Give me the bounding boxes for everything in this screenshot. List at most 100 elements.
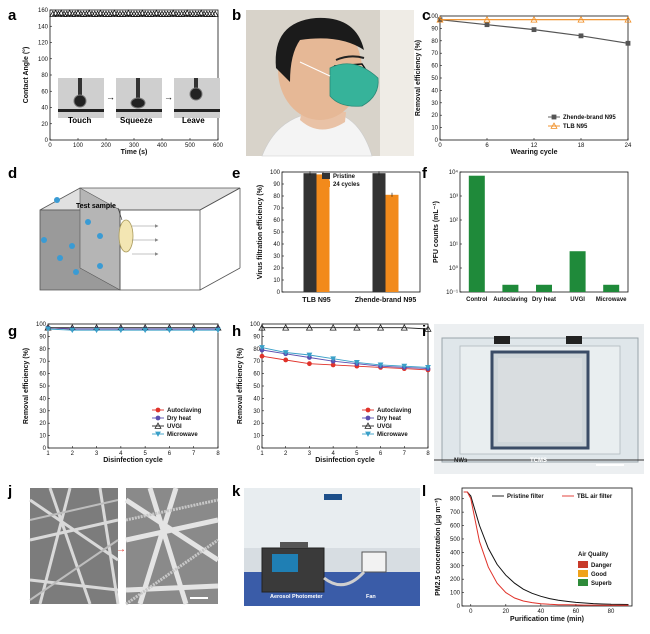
y-tick-label: 0 bbox=[257, 446, 261, 452]
category-label: UVGI bbox=[570, 297, 585, 303]
y-tick-label: 90 bbox=[253, 334, 260, 340]
plot-frame bbox=[261, 323, 429, 449]
y-tick-label: 30 bbox=[39, 409, 46, 415]
y-tick-label: 80 bbox=[41, 73, 48, 79]
y-tick-label: 10 bbox=[431, 126, 438, 132]
y-tick-label: 200 bbox=[450, 577, 461, 583]
data-point bbox=[531, 27, 537, 33]
y-tick-label: 10 bbox=[39, 434, 46, 440]
data-point bbox=[353, 360, 360, 366]
legend-label: Zhende-brand N95 bbox=[563, 115, 616, 121]
x-tick-label: 5 bbox=[355, 451, 359, 457]
aerosol-photometer-label: Aerosol Photometer bbox=[270, 594, 323, 600]
data-point bbox=[353, 323, 361, 331]
legend-label: UVGI bbox=[377, 424, 392, 430]
inset-touch-label: Touch bbox=[68, 116, 92, 125]
legend-marker bbox=[550, 122, 558, 129]
y-tick-label: 100 bbox=[428, 14, 439, 20]
x-tick-label: 200 bbox=[101, 143, 112, 149]
x-tick-label: 0 bbox=[438, 143, 442, 149]
y-tick-label: 70 bbox=[39, 359, 46, 365]
data-point bbox=[400, 323, 408, 331]
y-tick-label: 70 bbox=[431, 51, 438, 57]
data-point bbox=[401, 363, 408, 370]
data-point bbox=[82, 10, 90, 17]
bar bbox=[468, 175, 485, 292]
y-tick-label: 500 bbox=[450, 537, 461, 543]
inset-squeeze-label: Squeeze bbox=[120, 116, 153, 125]
x-tick-label: 8 bbox=[216, 451, 220, 457]
nws-label: NWs bbox=[454, 458, 468, 464]
y-tick-label: 10² bbox=[449, 218, 458, 224]
series-line-dry-heat bbox=[261, 349, 429, 370]
mask-shape bbox=[329, 63, 379, 107]
panel-label-g: g bbox=[8, 323, 17, 340]
category-label: Control bbox=[466, 297, 488, 303]
y-tick-label: 40 bbox=[41, 106, 48, 112]
chart-a-contact-angle: 0 20 40 60 80 100 120 140 160 0 100 200 300 400 500 600… bbox=[22, 8, 224, 156]
photo-mask-wearer bbox=[246, 10, 414, 157]
legend-label: Autoclaving bbox=[377, 408, 412, 414]
data-point bbox=[94, 10, 102, 17]
data-point bbox=[54, 10, 62, 17]
data-point bbox=[190, 327, 197, 334]
panel-label-f: f bbox=[422, 165, 428, 182]
y-tick-label: 300 bbox=[450, 564, 461, 570]
y-tick-label: 100 bbox=[36, 322, 47, 328]
y-tick-label: 120 bbox=[38, 41, 49, 47]
data-point bbox=[282, 350, 289, 356]
x-tick-label: 24 bbox=[625, 143, 632, 149]
photo-test-chamber: Aerosol Photometer Fan bbox=[244, 488, 420, 606]
chart-g-disinfection: 0 10 20 30 40 50 60 70 80 90 100 1 2 3 4 5 6 7 8 Disinfecti… bbox=[23, 322, 222, 464]
series-line-tbl-air-filter bbox=[463, 491, 629, 606]
x-tick-label: 6 bbox=[168, 451, 172, 457]
series-line-autoclaving bbox=[261, 355, 429, 371]
data-point bbox=[530, 15, 538, 23]
x-tick-label: 2 bbox=[71, 451, 75, 457]
legend-marker bbox=[155, 407, 161, 413]
data-point bbox=[258, 323, 266, 331]
data-point bbox=[625, 40, 631, 46]
y-tick-label: 30 bbox=[253, 409, 260, 415]
data-point bbox=[136, 10, 144, 17]
plot-frame bbox=[439, 15, 629, 141]
panel-label-j: j bbox=[7, 483, 12, 500]
legend-marker bbox=[365, 431, 371, 437]
test-sample-disc bbox=[118, 219, 134, 253]
data-point bbox=[305, 323, 314, 331]
y-tick-label: 80 bbox=[39, 347, 46, 353]
data-point bbox=[377, 362, 384, 368]
x-tick-label: 600 bbox=[213, 143, 224, 149]
y-tick-label: 50 bbox=[431, 76, 438, 82]
contact-angle-insets: Touch → Squeeze → Leave bbox=[58, 78, 220, 125]
data-point bbox=[330, 362, 336, 368]
y-tick-label: 20 bbox=[41, 122, 48, 128]
y-tick-label: 0 bbox=[43, 446, 47, 452]
category-label: Dry heat bbox=[532, 297, 556, 303]
y-tick-label: 600 bbox=[450, 524, 461, 530]
x-axis-label: Purification time (min) bbox=[510, 616, 584, 623]
x-tick-label: 8 bbox=[426, 451, 430, 457]
data-point bbox=[578, 33, 584, 39]
y-tick-label: 80 bbox=[273, 194, 280, 200]
y-tick-label: 60 bbox=[431, 64, 438, 70]
y-tick-label: 70 bbox=[273, 206, 280, 212]
x-tick-label: 3 bbox=[308, 451, 312, 457]
fan-label: Fan bbox=[366, 594, 376, 600]
panel-label-c: c bbox=[422, 7, 430, 24]
y-tick-label: 60 bbox=[39, 372, 46, 378]
data-point bbox=[69, 327, 76, 334]
series-line-microwave bbox=[47, 328, 218, 331]
plot-frame bbox=[459, 171, 629, 293]
x-tick-label: 0 bbox=[469, 609, 473, 615]
series-line-uvgi bbox=[262, 327, 429, 330]
legend-marker bbox=[364, 422, 372, 429]
data-point bbox=[49, 10, 57, 17]
x-tick-label: 40 bbox=[538, 609, 545, 615]
category-label: TLB N95 bbox=[302, 297, 331, 304]
legend-label: Pristine filter bbox=[507, 494, 544, 500]
data-point bbox=[117, 327, 124, 334]
data-point bbox=[142, 327, 149, 334]
y-tick-label: 70 bbox=[253, 359, 260, 365]
